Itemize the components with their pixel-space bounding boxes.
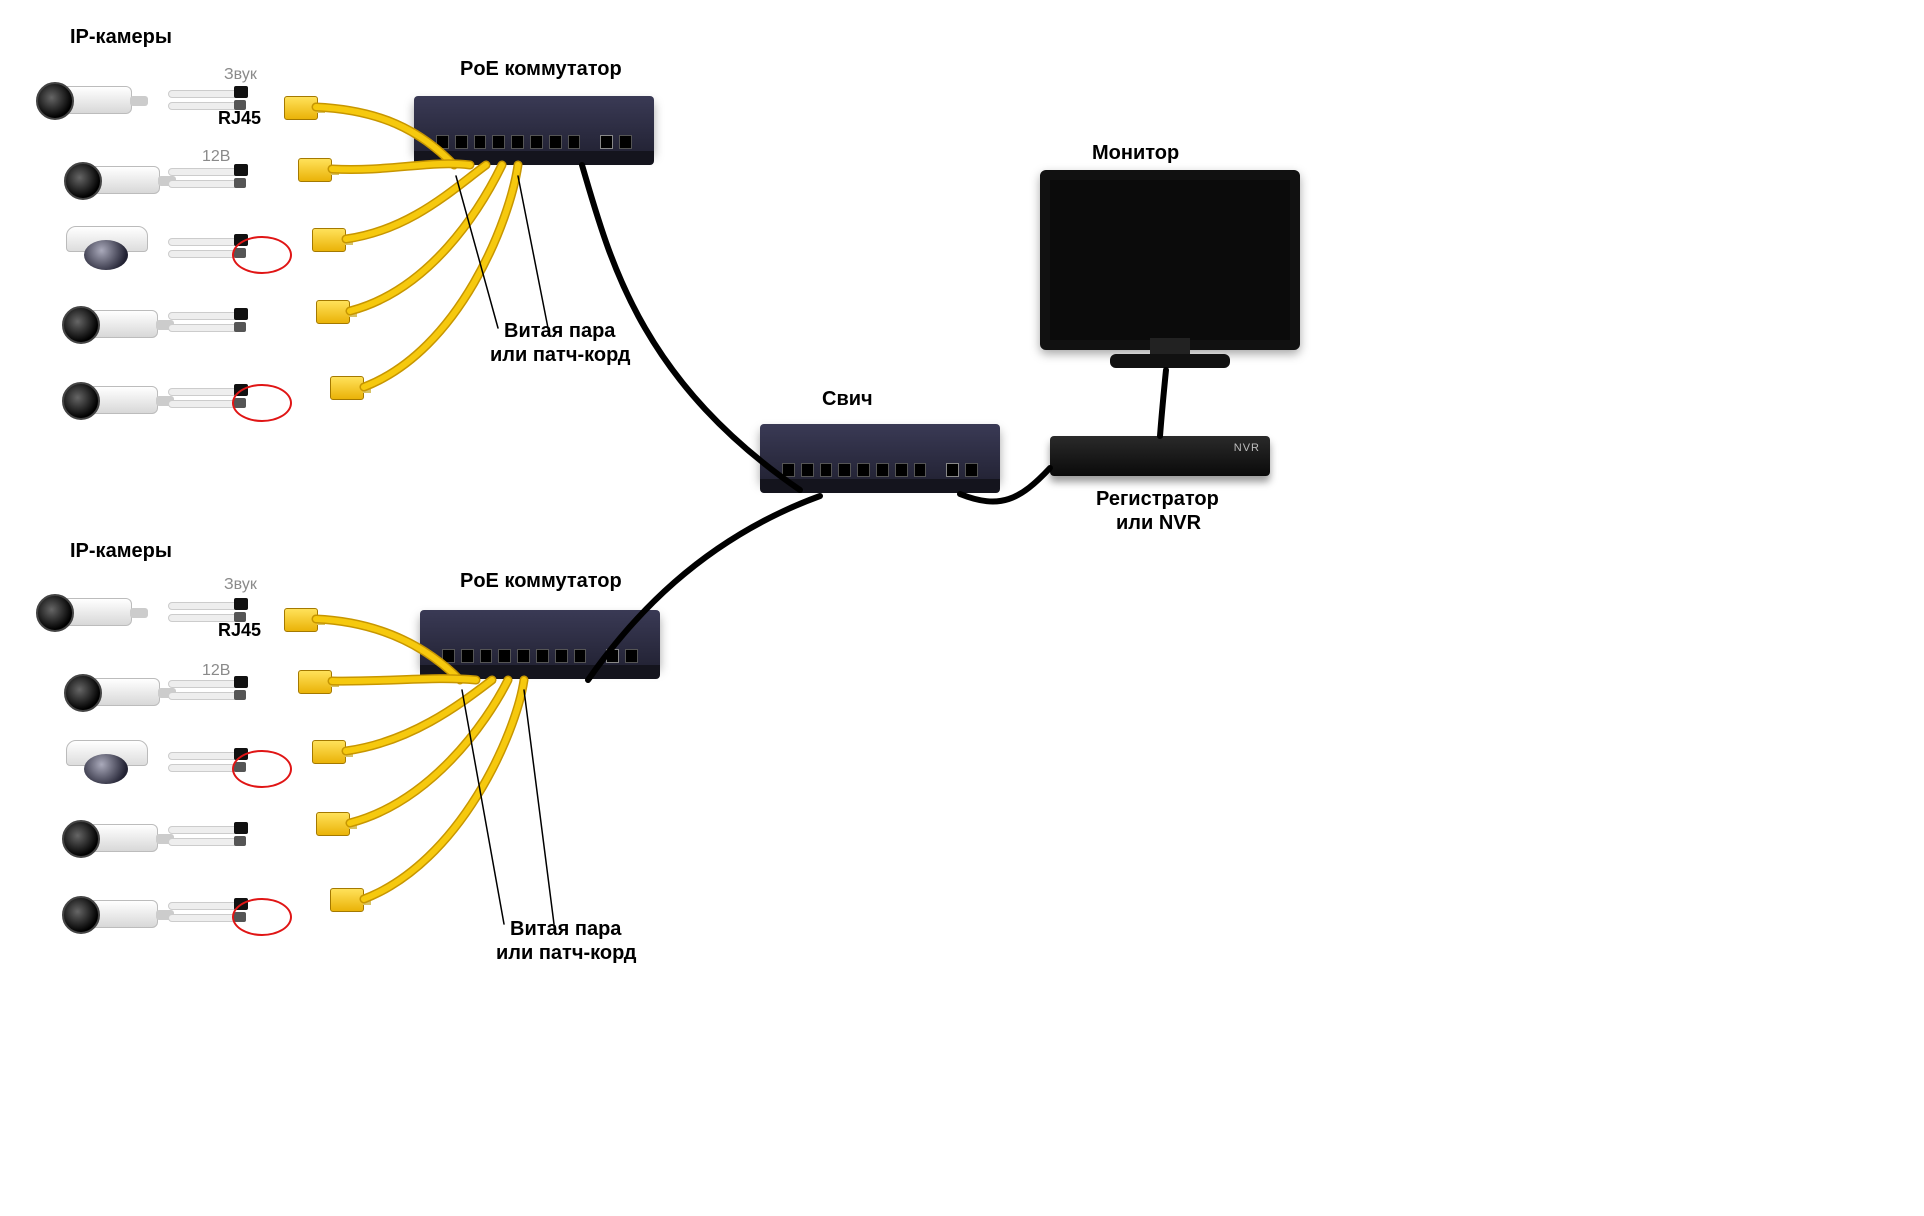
highlight-ring-icon <box>232 236 292 274</box>
label-monitor: Монитор <box>1092 142 1179 165</box>
bullet-camera-icon <box>32 590 142 634</box>
label-nvr-line2: или NVR <box>1116 512 1201 535</box>
label-audio-top: Звук <box>224 66 257 84</box>
bullet-camera-icon <box>60 158 170 202</box>
label-patch-bottom-l1: Витая пара <box>510 918 621 941</box>
camera-pigtail-icon <box>168 306 288 336</box>
rj45-plug-icon <box>316 812 350 836</box>
rj45-plug-icon <box>284 608 318 632</box>
bullet-camera-icon <box>58 378 168 422</box>
dome-camera-icon <box>66 740 146 786</box>
rj45-plug-icon <box>330 376 364 400</box>
label-poe-switch-top: PoE коммутатор <box>460 58 622 81</box>
label-patch-top-l1: Витая пара <box>504 320 615 343</box>
rj45-plug-icon <box>330 888 364 912</box>
poe-switch-top <box>414 96 654 151</box>
nvr-recorder-icon <box>1050 436 1270 476</box>
label-switch: Свич <box>822 388 873 411</box>
highlight-ring-icon <box>232 898 292 936</box>
poe-switch-bottom <box>420 610 660 665</box>
bullet-camera-icon <box>60 670 170 714</box>
label-poe-switch-bottom: PoE коммутатор <box>460 570 622 593</box>
camera-pigtail-icon <box>168 596 288 626</box>
camera-pigtail-icon <box>168 84 288 114</box>
monitor-icon <box>1040 170 1300 370</box>
highlight-ring-icon <box>232 384 292 422</box>
bullet-camera-icon <box>58 302 168 346</box>
camera-pigtail-icon <box>168 162 288 192</box>
label-ip-cameras-bottom: IP-камеры <box>70 540 172 563</box>
label-patch-top-l2: или патч-корд <box>490 344 631 367</box>
label-nvr-line1: Регистратор <box>1096 488 1219 511</box>
center-switch <box>760 424 1000 479</box>
label-audio-bottom: Звук <box>224 576 257 594</box>
camera-pigtail-icon <box>168 674 288 704</box>
dome-camera-icon <box>66 226 146 272</box>
label-patch-bottom-l2: или патч-корд <box>496 942 637 965</box>
highlight-ring-icon <box>232 750 292 788</box>
switch-ports <box>442 649 638 663</box>
diagram-canvas: IP-камеры IP-камеры PoE коммутатор PoE к… <box>0 0 1924 1216</box>
rj45-plug-icon <box>298 670 332 694</box>
rj45-plug-icon <box>298 158 332 182</box>
rj45-plug-icon <box>316 300 350 324</box>
bullet-camera-icon <box>58 892 168 936</box>
bullet-camera-icon <box>32 78 142 122</box>
rj45-plug-icon <box>312 228 346 252</box>
switch-ports <box>782 463 978 477</box>
rj45-plug-icon <box>312 740 346 764</box>
bullet-camera-icon <box>58 816 168 860</box>
camera-pigtail-icon <box>168 820 288 850</box>
label-ip-cameras-top: IP-камеры <box>70 26 172 49</box>
switch-ports <box>436 135 632 149</box>
rj45-plug-icon <box>284 96 318 120</box>
